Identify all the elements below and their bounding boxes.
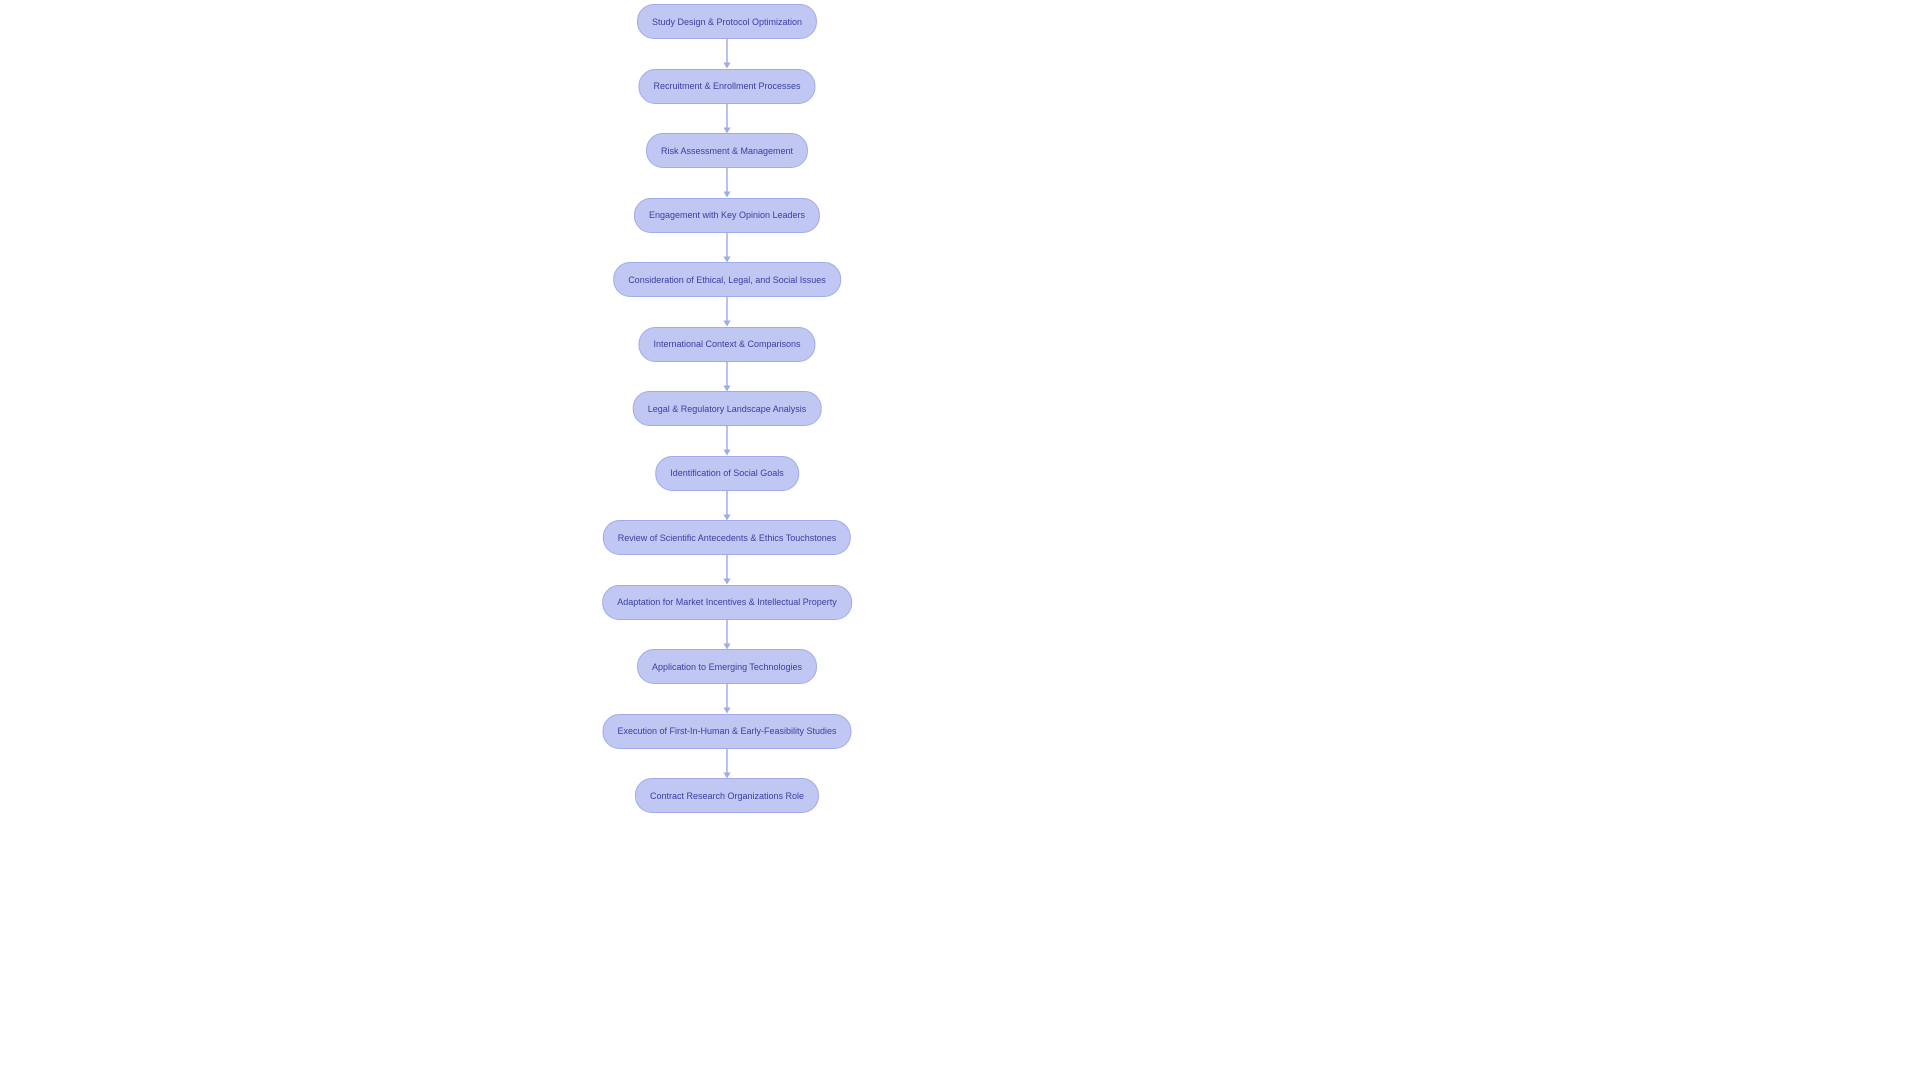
flowchart-node: Contract Research Organizations Role [635, 778, 819, 813]
flowchart-node-label: Legal & Regulatory Landscape Analysis [648, 404, 807, 414]
flowchart-node-label: Risk Assessment & Management [661, 146, 793, 156]
flowchart-arrow [720, 620, 734, 650]
flowchart-arrow [720, 233, 734, 263]
flowchart-node-label: International Context & Comparisons [653, 339, 800, 349]
flowchart-node: Execution of First-In-Human & Early-Feas… [602, 714, 851, 749]
flowchart-node-label: Contract Research Organizations Role [650, 791, 804, 801]
flowchart-node-label: Review of Scientific Antecedents & Ethic… [618, 533, 836, 543]
flowchart-node-label: Study Design & Protocol Optimization [652, 17, 802, 27]
flowchart-node: Review of Scientific Antecedents & Ethic… [603, 520, 851, 555]
flowchart-arrow [720, 297, 734, 327]
flowchart-node: Adaptation for Market Incentives & Intel… [602, 585, 852, 620]
flowchart-arrow [720, 555, 734, 585]
flowchart-node-label: Application to Emerging Technologies [652, 662, 802, 672]
flowchart-node: Legal & Regulatory Landscape Analysis [633, 391, 822, 426]
flowchart-arrow [720, 749, 734, 779]
flowchart-node: Identification of Social Goals [655, 456, 799, 491]
flowchart-node-label: Consideration of Ethical, Legal, and Soc… [628, 275, 826, 285]
flowchart-arrow [720, 491, 734, 521]
flowchart-node: Recruitment & Enrollment Processes [638, 69, 815, 104]
flowchart-node-label: Recruitment & Enrollment Processes [653, 81, 800, 91]
flowchart-node-label: Adaptation for Market Incentives & Intel… [617, 597, 837, 607]
flowchart-node-label: Identification of Social Goals [670, 468, 784, 478]
flowchart-arrow [720, 104, 734, 134]
flowchart-arrow [720, 168, 734, 198]
flowchart-arrow [720, 362, 734, 392]
flowchart-node: International Context & Comparisons [638, 327, 815, 362]
flowchart-node: Risk Assessment & Management [646, 133, 808, 168]
flowchart-node: Engagement with Key Opinion Leaders [634, 198, 820, 233]
flowchart-arrow [720, 684, 734, 714]
flowchart-node-label: Engagement with Key Opinion Leaders [649, 210, 805, 220]
flowchart-node: Study Design & Protocol Optimization [637, 4, 817, 39]
flowchart-container: Study Design & Protocol Optimization Recr… [0, 0, 1920, 1080]
flowchart-arrow [720, 426, 734, 456]
flowchart-node-label: Execution of First-In-Human & Early-Feas… [617, 726, 836, 736]
flowchart-node: Consideration of Ethical, Legal, and Soc… [613, 262, 841, 297]
flowchart-node: Application to Emerging Technologies [637, 649, 817, 684]
flowchart-arrow [720, 39, 734, 69]
